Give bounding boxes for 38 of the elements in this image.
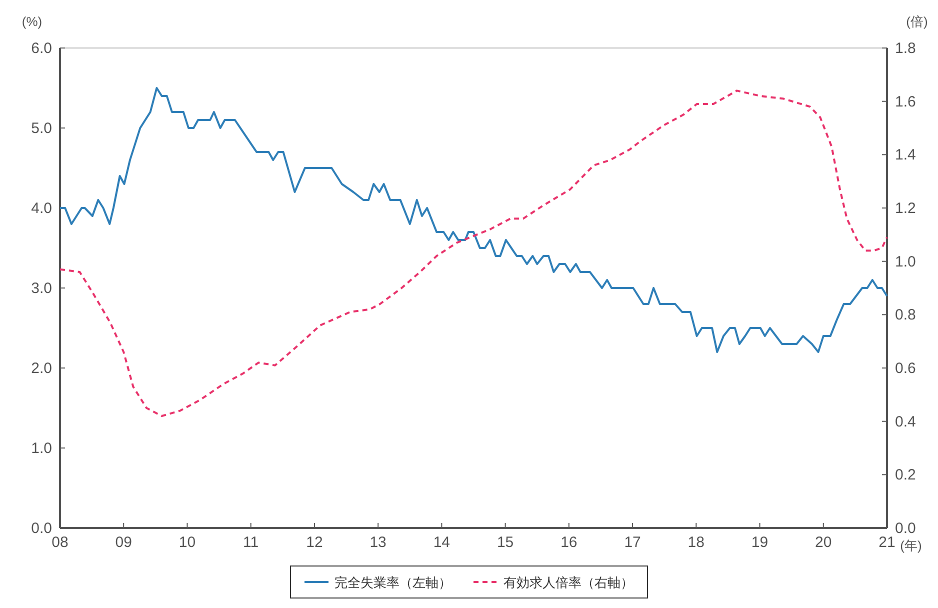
x-tick-label: 14: [433, 534, 450, 551]
y2-tick-label: 1.4: [895, 146, 916, 164]
line-series: [59, 90, 888, 417]
y2-tick-label: 1.8: [895, 40, 916, 57]
x-tick-label: 08: [52, 534, 68, 551]
y2-tick-label: 0.6: [895, 360, 916, 377]
x-tick-label: 10: [178, 534, 196, 551]
y2-tick-label: 0.4: [895, 413, 916, 430]
y-tick-label: 5.0: [31, 120, 52, 137]
y-axis-title: (%): [22, 14, 42, 29]
y2-axis-title: (倍): [906, 14, 928, 29]
x-tick-label: 16: [560, 534, 578, 551]
x-tick-label: 17: [624, 534, 641, 551]
y2-tick-label: 0.8: [895, 306, 916, 324]
y2-tick-label: 1.2: [895, 200, 916, 217]
y-tick-label: 0.0: [31, 520, 52, 537]
y-tick-label: 2.0: [31, 360, 52, 377]
y2-tick-label: 1.6: [895, 93, 916, 110]
legend-label: 完全失業率（左軸）: [334, 575, 452, 590]
y2-tick-label: 0.0: [895, 520, 916, 537]
y2-tick-label: 1.0: [895, 253, 916, 270]
x-tick-label: 21: [878, 534, 896, 551]
y-tick-label: 6.0: [31, 40, 52, 57]
y-tick-label: 1.0: [31, 440, 52, 457]
x-axis-title: (年): [900, 538, 922, 553]
x-tick-label: 19: [751, 534, 768, 551]
legend-label: 有効求人倍率（右軸）: [504, 575, 634, 590]
y-tick-label: 3.0: [31, 280, 52, 297]
line-series: [59, 87, 888, 353]
x-tick-label: 20: [815, 534, 832, 551]
y2-tick-label: 0.2: [895, 466, 916, 484]
x-tick-label: 13: [370, 534, 386, 551]
x-tick-label: 15: [496, 534, 514, 551]
y-tick-label: 4.0: [31, 200, 52, 217]
x-tick-label: 12: [306, 534, 323, 551]
x-tick-label: 11: [243, 534, 259, 551]
x-tick-label: 18: [688, 534, 704, 551]
x-tick-label: 09: [115, 534, 132, 551]
